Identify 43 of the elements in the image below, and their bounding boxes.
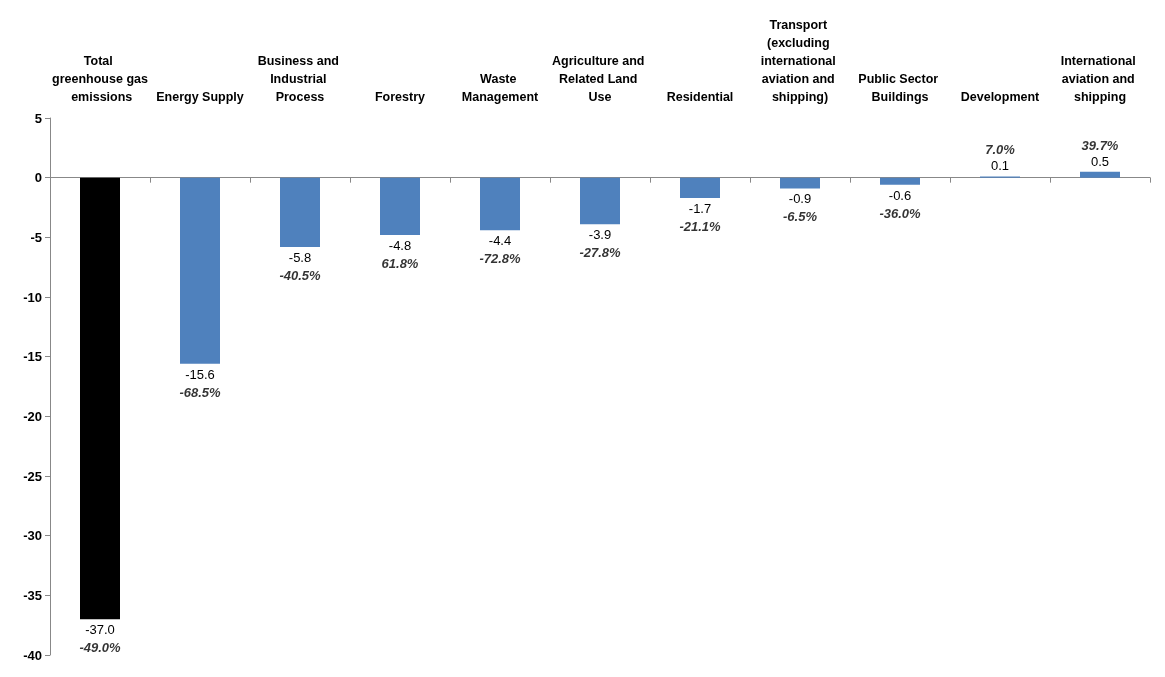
annotation: 39.7% (1081, 137, 1119, 153)
y-tick-label: 0 (34, 170, 42, 186)
annotation: -36.0% (879, 205, 922, 221)
y-tick-label: -20 (23, 408, 42, 424)
x-tick-label: Agriculture and Related Land Use (552, 54, 648, 104)
data-label: -3.9 (588, 227, 612, 243)
data-label: -4.8 (388, 237, 412, 253)
annotation: -40.5% (279, 267, 322, 283)
y-tick-label: -5 (30, 229, 42, 245)
x-tick-label: Residential (666, 90, 734, 104)
y-tick-label: -40 (23, 647, 42, 663)
annotation: -72.8% (479, 251, 522, 267)
annotation: -27.8% (579, 245, 622, 261)
data-label: -0.9 (788, 191, 812, 207)
x-tick-label: Transport (excluding international aviation and shipping) (760, 18, 840, 104)
annotation: 61.8% (381, 255, 419, 271)
x-tick-label: Energy Supply (156, 90, 244, 104)
data-label: -0.6 (888, 187, 912, 203)
y-tick-label: -15 (23, 349, 42, 365)
data-label: -5.8 (288, 249, 312, 265)
annotation: 7.0% (985, 142, 1016, 158)
x-tick-label: Business and Industrial Process (257, 54, 343, 104)
x-tick-label: Development (960, 90, 1041, 104)
data-label: -15.6 (185, 366, 215, 382)
x-tick-label: Waste Management (461, 72, 540, 104)
y-tick-label: -30 (23, 528, 42, 544)
data-label: -37.0 (85, 622, 115, 638)
annotation: -6.5% (783, 209, 818, 225)
y-tick-label: -35 (23, 587, 42, 603)
x-tick-label: Public Sector Buildings (858, 72, 942, 104)
y-tick-label: -25 (23, 468, 42, 484)
data-label: 0.1 (990, 158, 1010, 174)
x-tick-label: International aviation and shipping (1060, 54, 1140, 104)
annotation: -68.5% (179, 384, 222, 400)
annotation: -49.0% (79, 640, 122, 656)
data-label: -1.7 (688, 200, 712, 216)
x-tick-label: Total greenhouse gas emissions (52, 54, 148, 104)
data-label: -4.4 (488, 233, 512, 249)
y-tick-label: 5 (34, 110, 42, 126)
x-tick-label: Forestry (374, 90, 426, 104)
data-label: 0.5 (1090, 153, 1110, 169)
y-tick-label: -10 (23, 289, 42, 305)
annotation: -21.1% (679, 218, 722, 234)
